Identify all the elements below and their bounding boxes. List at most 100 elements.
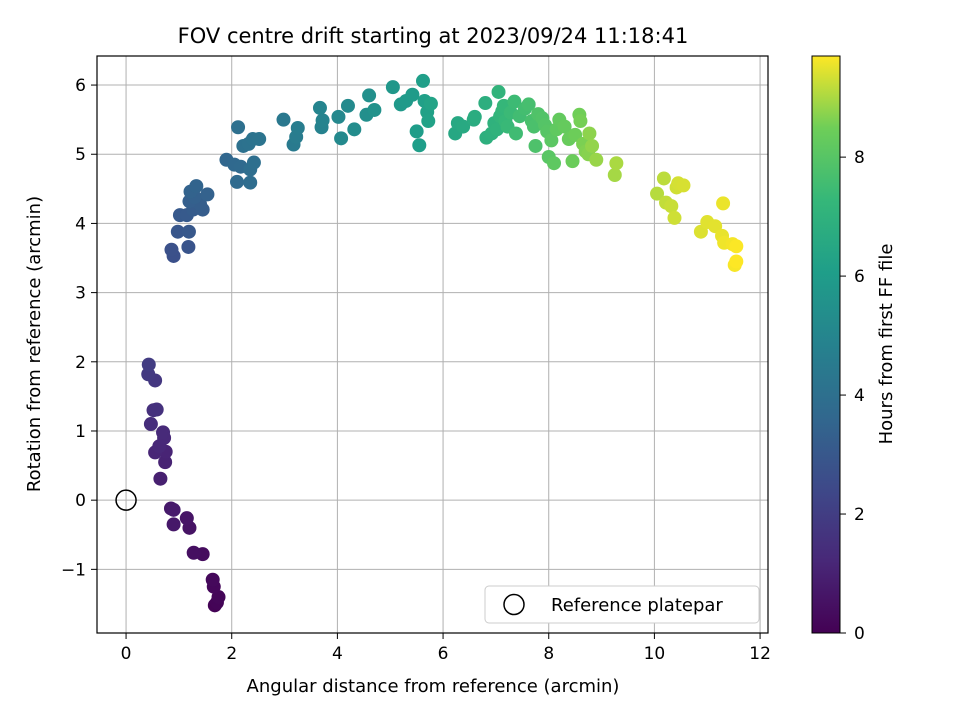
colorbar-tick-label: 8: [854, 148, 865, 168]
data-point: [315, 113, 330, 128]
x-tick-label: 6: [438, 644, 449, 664]
data-point: [200, 187, 215, 202]
grid-lines: [97, 56, 768, 633]
data-point: [423, 96, 438, 111]
data-point: [331, 109, 346, 124]
data-point: [205, 572, 220, 587]
data-point: [181, 239, 196, 254]
data-point: [189, 179, 204, 194]
data-point: [582, 126, 597, 141]
data-point: [478, 96, 493, 111]
chart-title: FOV centre drift starting at 2023/09/24 …: [178, 24, 689, 48]
data-point: [607, 167, 622, 182]
data-point: [340, 98, 355, 113]
y-tick-label: 0: [75, 491, 86, 511]
data-point: [729, 254, 744, 269]
data-point: [153, 471, 168, 486]
data-point: [716, 196, 731, 211]
data-point: [507, 94, 522, 109]
data-point: [243, 175, 258, 190]
colorbar-tick-label: 2: [854, 505, 865, 525]
data-point: [166, 517, 181, 532]
data-point: [573, 114, 588, 129]
colorbar-tick-label: 4: [854, 386, 865, 406]
data-point: [166, 502, 181, 517]
data-point: [385, 80, 400, 95]
data-point: [547, 156, 562, 171]
data-point: [508, 126, 523, 141]
data-point: [415, 73, 430, 88]
legend-marker-icon: [503, 593, 525, 616]
y-tick-label: 4: [75, 214, 86, 234]
data-point: [421, 114, 436, 129]
data-point: [367, 102, 382, 117]
x-tick-label: 4: [332, 644, 343, 664]
data-point: [186, 545, 201, 560]
y-tick-label: 2: [75, 353, 86, 373]
data-point: [491, 84, 506, 99]
data-point: [164, 242, 179, 257]
data-point: [246, 155, 261, 170]
data-point: [276, 112, 291, 127]
plot-frame: [96, 55, 769, 634]
data-point: [650, 186, 665, 201]
data-point: [609, 156, 624, 171]
data-point: [544, 133, 559, 148]
data-point: [312, 100, 327, 115]
data-point: [568, 127, 583, 142]
y-axis-label: Rotation from reference (arcmin): [24, 196, 45, 492]
data-point: [230, 174, 245, 189]
data-point: [409, 124, 424, 139]
data-point: [252, 132, 267, 147]
data-point: [528, 138, 543, 153]
data-point: [565, 154, 580, 169]
data-point: [412, 138, 427, 153]
y-tick-label: 5: [75, 145, 86, 165]
data-points: [141, 73, 744, 613]
y-tick-label: −1: [61, 560, 86, 580]
x-tick-label: 2: [226, 644, 237, 664]
data-point: [664, 199, 679, 214]
data-point: [456, 119, 471, 134]
colorbar-tick-label: 0: [854, 624, 865, 644]
y-tick-label: 6: [75, 76, 86, 96]
x-tick-label: 10: [644, 644, 666, 664]
data-point: [179, 511, 194, 526]
colorbar-label: Hours from first FF file: [876, 244, 897, 445]
data-point: [156, 425, 171, 440]
y-tick-label: 1: [75, 422, 86, 442]
data-point: [347, 122, 362, 137]
y-tick-label: 3: [75, 284, 86, 304]
data-point: [585, 138, 600, 153]
data-point: [290, 120, 305, 135]
data-point: [158, 455, 173, 470]
legend-label: Reference platepar: [551, 595, 723, 616]
x-tick-label: 12: [749, 644, 771, 664]
x-tick-label: 8: [543, 644, 554, 664]
data-point: [467, 109, 482, 124]
data-point: [708, 219, 723, 234]
data-point: [667, 210, 682, 225]
x-tick-label: 0: [121, 644, 132, 664]
data-point: [362, 88, 377, 103]
data-point: [589, 152, 604, 167]
colorbar: 0 2 4 6 8 Hours from first FF file: [811, 55, 897, 644]
reference-platepar-point: [115, 489, 137, 511]
data-point: [521, 97, 536, 112]
data-point: [181, 224, 196, 239]
data-point: [141, 357, 156, 372]
x-axis-label: Angular distance from reference (arcmin): [247, 676, 620, 697]
colorbar-ticks: 0 2 4 6 8: [840, 148, 865, 644]
y-axis-ticks: −1 0 1 2 3 4 5 6: [61, 76, 97, 580]
data-point: [143, 417, 158, 432]
data-point: [729, 239, 744, 254]
data-point: [676, 178, 691, 193]
colorbar-tick-label: 6: [854, 267, 865, 287]
data-point: [149, 402, 164, 417]
x-axis-ticks: 0 2 4 6 8 10 12: [121, 633, 771, 664]
data-point: [405, 87, 420, 102]
data-point: [231, 120, 246, 135]
data-point: [656, 171, 671, 186]
reference-marker: [115, 489, 137, 511]
